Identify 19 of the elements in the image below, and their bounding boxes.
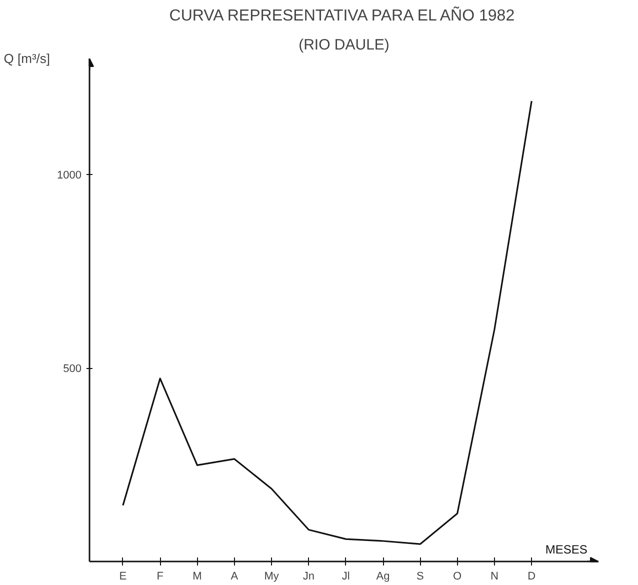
x-tick-label: A — [230, 570, 239, 582]
x-tick-label: E — [119, 570, 127, 582]
x-tick-label: My — [264, 570, 280, 582]
line-series — [122, 100, 532, 545]
y-axis-title: Q [m³/s] — [4, 51, 50, 66]
x-tick-label: Jl — [342, 570, 350, 582]
x-tick-label: D — [528, 570, 536, 582]
x-tick-label: F — [156, 570, 164, 582]
x-tick-label: Ag — [376, 570, 390, 582]
x-tick-label: Jn — [302, 570, 315, 582]
x-tick-label: S — [416, 570, 424, 582]
chart-subtitle: (RIO DAULE) — [298, 36, 390, 54]
chart-title: CURVA REPRESENTATIVA PARA EL AÑO 1982 — [169, 6, 515, 24]
x-tick-label: M — [192, 570, 202, 582]
y-tick-label: 1000 — [57, 170, 82, 182]
x-tick-label: N — [490, 570, 498, 582]
x-axis-title: MESES — [545, 542, 588, 556]
y-tick-label: 500 — [63, 363, 82, 376]
x-tick-label: O — [453, 570, 462, 582]
